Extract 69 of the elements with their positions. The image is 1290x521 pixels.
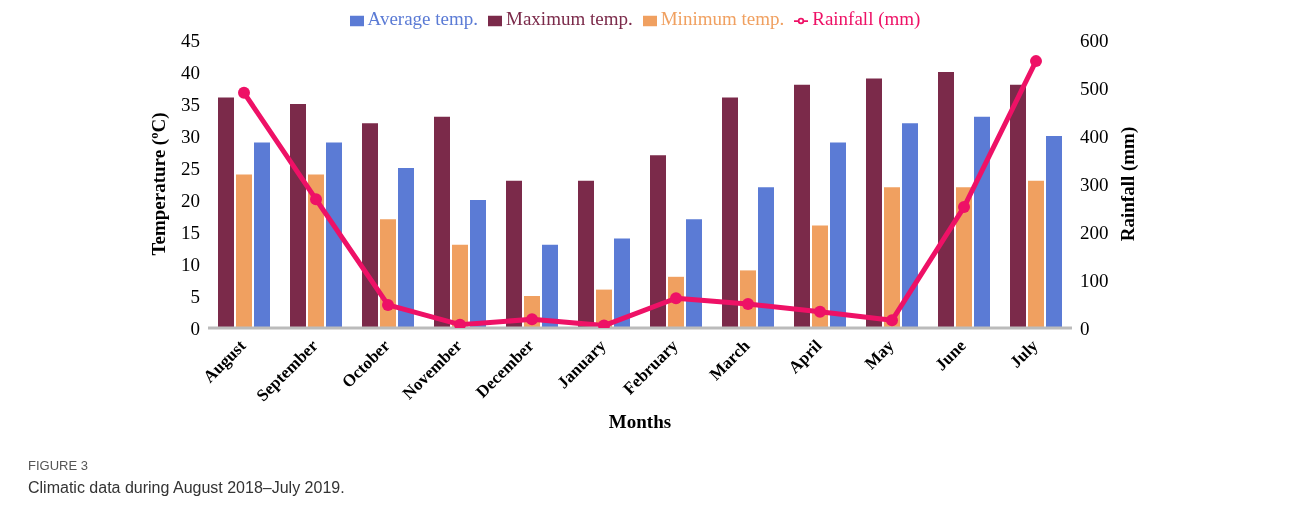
bar <box>1010 84 1026 328</box>
bar <box>470 200 486 328</box>
point <box>238 86 250 99</box>
bar <box>722 97 738 328</box>
bar <box>614 238 630 328</box>
y-tick-label: 35 <box>181 93 200 115</box>
legend-label: Minimum temp. <box>660 8 785 29</box>
bar <box>866 78 882 328</box>
y-tick-label: 0 <box>190 317 200 339</box>
text: Climatic data during August 2018–July 2019. <box>28 479 346 497</box>
y-tick-label: 30 <box>181 125 200 147</box>
bar <box>956 187 972 328</box>
bar <box>236 174 252 328</box>
point <box>958 201 970 214</box>
bar <box>812 225 828 328</box>
y2-tick-label: 0 <box>1080 317 1090 339</box>
bar <box>938 72 954 328</box>
legend-label: Maximum temp. <box>506 8 633 29</box>
bar <box>362 123 378 328</box>
point <box>742 298 754 310</box>
y-axis-title: Temperature (ºC) <box>147 112 170 256</box>
y-tick-label: 40 <box>181 61 200 83</box>
bar <box>542 244 558 328</box>
point <box>886 314 898 327</box>
legend-label: Average temp. <box>367 8 479 29</box>
y-tick-label: 5 <box>190 285 200 307</box>
bar <box>902 123 918 328</box>
x-axis-title: Months <box>608 411 672 432</box>
bar <box>794 84 810 328</box>
bar <box>686 219 702 328</box>
bar <box>398 168 414 328</box>
y2-tick-label: 200 <box>1080 221 1109 243</box>
legend-label: Rainfall (mm) <box>812 8 921 29</box>
bar <box>290 104 306 328</box>
y-tick-label: 15 <box>181 221 200 243</box>
bar <box>1028 180 1044 328</box>
y-tick-label: 20 <box>181 189 200 211</box>
y2-tick-label: 100 <box>1080 269 1109 291</box>
bar <box>308 174 324 328</box>
caption: FIGURE 3 <box>28 458 89 473</box>
y-tick-label: 45 <box>181 29 200 51</box>
bar <box>506 180 522 328</box>
point <box>382 298 394 311</box>
point <box>1030 55 1042 68</box>
bar <box>452 244 468 328</box>
y-tick-label: 10 <box>181 253 200 275</box>
x-tick-label: July <box>1006 335 1042 372</box>
bar <box>380 219 396 328</box>
point <box>310 193 322 206</box>
y2-tick-label: 600 <box>1080 29 1109 51</box>
bar <box>578 180 594 328</box>
y2-tick-label: 400 <box>1080 125 1109 147</box>
bar <box>830 142 846 328</box>
y2-axis-title: Rainfall (mm) <box>1116 126 1139 242</box>
bar <box>434 116 450 328</box>
point <box>454 318 466 328</box>
y-tick-label: 25 <box>181 157 200 179</box>
bar <box>254 142 270 328</box>
y2-tick-label: 300 <box>1080 173 1109 195</box>
point <box>814 305 826 318</box>
bar <box>650 155 666 328</box>
y2-tick-label: 500 <box>1080 77 1109 99</box>
point <box>526 313 538 326</box>
bar <box>1046 136 1062 328</box>
bar <box>758 187 774 328</box>
bar <box>884 187 900 328</box>
bar <box>326 142 342 328</box>
bar <box>218 97 234 328</box>
bar <box>974 116 990 328</box>
